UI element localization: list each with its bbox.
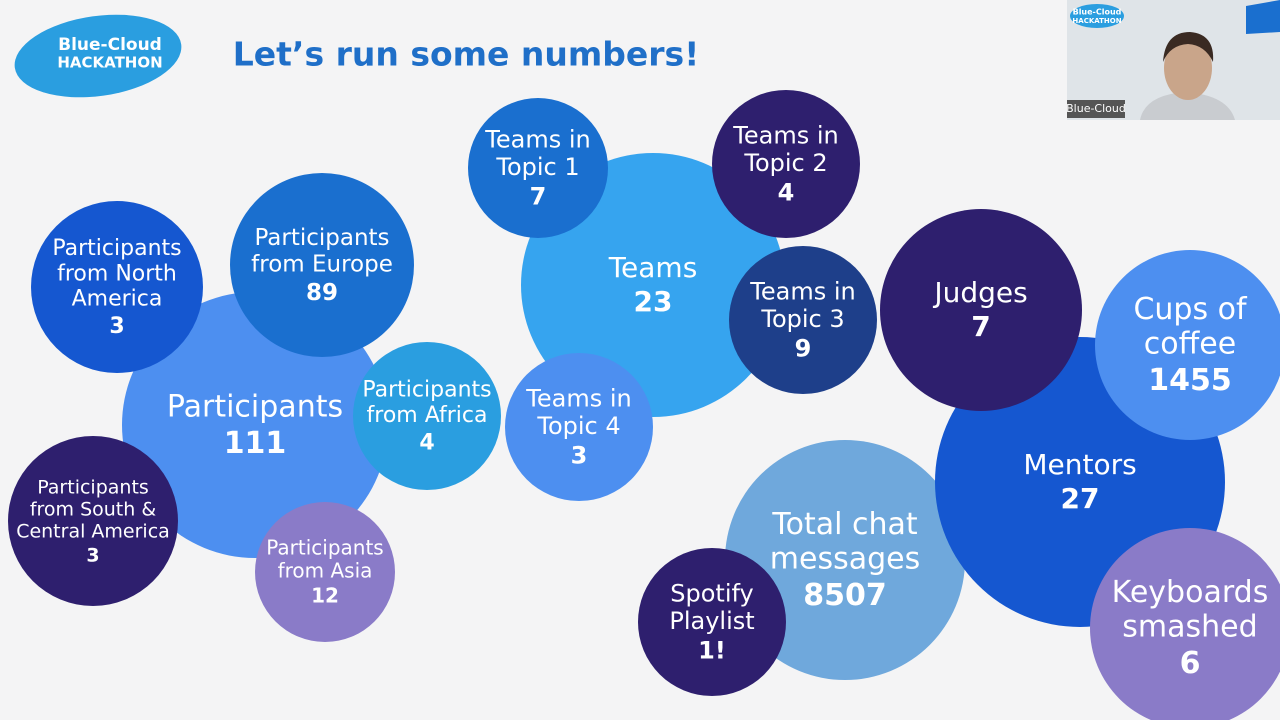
- bubble-label: Judges: [932, 276, 1027, 309]
- bubble-value: 9: [795, 335, 812, 363]
- bubble-value: 4: [419, 430, 434, 455]
- webcam-logo-text: HACKATHON: [1072, 17, 1121, 25]
- logo-text: Blue-Cloud: [58, 35, 162, 55]
- bubble-value: 12: [311, 584, 339, 608]
- bubble-value: 3: [571, 442, 588, 470]
- bubble: [230, 173, 414, 357]
- bubble: [468, 98, 608, 238]
- bubble-label: Topic 3: [760, 305, 844, 333]
- bubble-value: 89: [306, 280, 338, 306]
- bubble-value: 8507: [803, 578, 887, 613]
- bubble-label: smashed: [1122, 610, 1257, 645]
- bubble-value: 27: [1061, 482, 1100, 515]
- bubble-value: 7: [971, 310, 990, 343]
- logo-shape: [14, 14, 182, 98]
- slide-title: Let’s run some numbers!: [233, 35, 700, 74]
- bubble-label: Playlist: [669, 607, 754, 635]
- person-body: [1140, 92, 1235, 120]
- bubble-label: Participants: [362, 378, 491, 403]
- bubble-label: Teams in: [525, 384, 631, 412]
- bubble-label: Keyboards: [1112, 575, 1269, 610]
- logo-text: HACKATHON: [57, 54, 162, 72]
- bubble-label: Participants: [254, 225, 389, 251]
- bubble-label: Spotify: [670, 579, 753, 607]
- bubble-value: 111: [224, 426, 287, 461]
- bubble-label: Mentors: [1023, 448, 1136, 481]
- bubble: [31, 201, 203, 373]
- bubble-label: Teams in: [484, 125, 590, 153]
- bubble: [638, 548, 786, 696]
- bubble: [880, 209, 1082, 411]
- webcam-logo: [1070, 4, 1124, 28]
- bubble-label: Teams: [608, 251, 698, 284]
- bubble-value: 3: [109, 314, 124, 339]
- bubble-label: Participants: [52, 236, 181, 261]
- bubble-label: Topic 2: [743, 149, 827, 177]
- bubble-label: from North: [57, 261, 177, 286]
- bubble-label: Topic 4: [536, 412, 620, 440]
- bubble-label: Participants: [167, 389, 343, 424]
- bubble-value: 7: [530, 183, 547, 211]
- bubble: [8, 436, 178, 606]
- bubble-label: from South &: [30, 499, 157, 521]
- bubble-label: Cups of: [1133, 292, 1248, 327]
- person-head: [1164, 36, 1212, 100]
- bubble-value: 4: [778, 179, 795, 207]
- webcam-label: Blue-Cloud: [1066, 102, 1126, 115]
- webcam-label-bg: [1067, 100, 1125, 118]
- bubble-label: Participants: [266, 536, 383, 560]
- bubble-label: from Asia: [278, 559, 373, 583]
- bubble: [505, 353, 653, 501]
- bubble: [712, 90, 860, 238]
- bubble-value: 1455: [1148, 363, 1232, 398]
- webcam: Blue-Cloud HACKATHON Blue-Cloud: [1066, 0, 1280, 120]
- webcam-logo-text: Blue-Cloud: [1073, 8, 1122, 17]
- bubble-value: 23: [634, 285, 673, 318]
- bubble-label: messages: [770, 542, 920, 577]
- bubble: [1095, 250, 1280, 440]
- bubble-value: 1!: [698, 637, 726, 665]
- bubble-label: from Africa: [367, 403, 488, 428]
- bubble-label: Teams in: [732, 121, 838, 149]
- bubble: [729, 246, 877, 394]
- bubble: [521, 153, 785, 417]
- webcam-banner: [1246, 0, 1280, 34]
- bubble-label: Topic 1: [495, 153, 579, 181]
- bubble: [255, 502, 395, 642]
- bubble-label: Participants: [37, 477, 149, 499]
- bubble-label: from Europe: [251, 252, 393, 278]
- bubble-label: Total chat: [771, 507, 917, 542]
- bubble: [122, 292, 388, 558]
- logo: Blue-Cloud HACKATHON: [14, 14, 182, 98]
- bubble-label: Central America: [16, 520, 170, 542]
- bubble-label: coffee: [1144, 327, 1236, 362]
- bubble-label: America: [72, 287, 163, 312]
- bubble: [353, 342, 501, 490]
- bubble-label: Teams in: [749, 277, 855, 305]
- bubble-value: 3: [86, 544, 99, 566]
- bubble-value: 6: [1180, 646, 1201, 681]
- bubble: [1090, 528, 1280, 720]
- person-hair: [1163, 32, 1214, 62]
